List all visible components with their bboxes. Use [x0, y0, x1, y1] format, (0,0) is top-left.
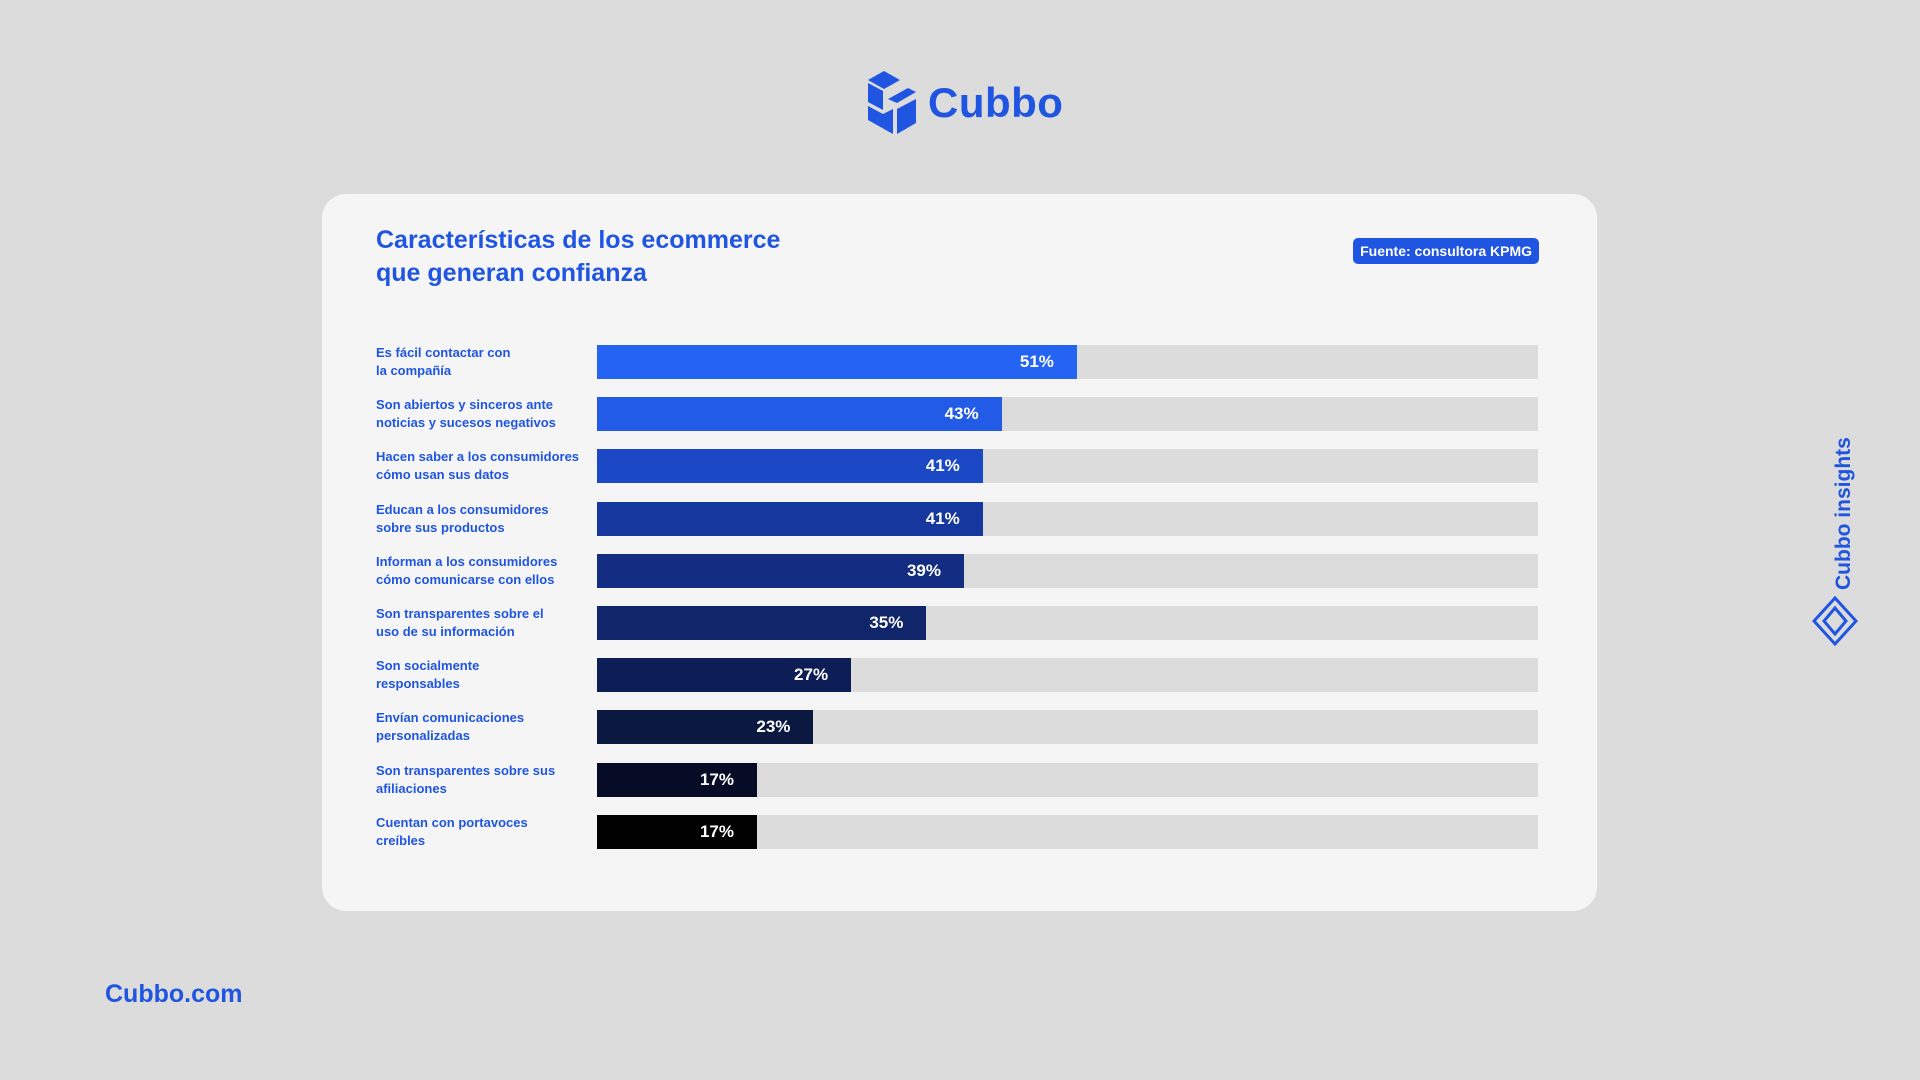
- category-label: Son transparentes sobre el uso de su info…: [376, 605, 592, 641]
- category-label-line: personalizadas: [376, 728, 470, 744]
- category-label-line: Son transparentes sobre el: [376, 606, 544, 621]
- category-label: Son transparentes sobre sus afiliaciones: [376, 762, 592, 798]
- category-label-line: noticias y sucesos negativos: [376, 415, 556, 431]
- chart-title: Características de los ecommerce que gen…: [376, 224, 876, 290]
- category-label-line: Cuentan con portavoces: [376, 814, 528, 830]
- bar: 23%: [597, 710, 814, 745]
- bar: 17%: [597, 814, 757, 849]
- value-label: 23%: [756, 717, 791, 737]
- bar-track: 43%: [597, 397, 1538, 432]
- website-link[interactable]: Cubbo.com: [105, 980, 243, 1008]
- bar-row: Son abiertos y sinceros ante noticias y s…: [376, 396, 1546, 432]
- category-label: Son abiertos y sinceros ante noticias y s…: [376, 396, 592, 432]
- value-label: 17%: [699, 769, 734, 789]
- bar: 41%: [597, 449, 983, 484]
- chart-title-line: Características de los ecommerce: [376, 226, 781, 254]
- bar-track: 23%: [597, 710, 1538, 745]
- chart-card: Características de los ecommerce que gen…: [322, 194, 1597, 911]
- bar-row: Son transparentes sobre el uso de su info…: [376, 606, 1546, 640]
- bar-track: 17%: [597, 762, 1538, 797]
- bar-row: Envían comunicaciones personalizadas 23%: [376, 709, 1546, 745]
- category-label: Son socialmente responsables: [376, 657, 592, 693]
- side-brand-label: Cubbo insights: [1832, 437, 1855, 590]
- category-label-line: sobre sus productos: [376, 519, 505, 535]
- category-label-line: creíbles: [376, 832, 426, 848]
- category-label-line: responsables: [376, 676, 460, 692]
- bar: 27%: [597, 658, 852, 693]
- category-label-line: Son transparentes sobre sus: [376, 762, 556, 778]
- bar-track: 41%: [597, 501, 1538, 536]
- category-label: Hacen saber a los consumidores cómo usan …: [376, 448, 592, 484]
- category-label: Cuentan con portavoces creíbles: [376, 814, 592, 850]
- category-label-line: afiliaciones: [376, 780, 447, 796]
- bar-track: 41%: [597, 449, 1538, 484]
- value-label: 17%: [699, 821, 734, 841]
- side-brand: Cubbo insights: [1812, 432, 1866, 652]
- category-label-line: cómo usan sus datos: [376, 467, 509, 483]
- value-label: 39%: [906, 560, 941, 580]
- category-label-line: Envían comunicaciones: [376, 710, 525, 726]
- value-label: 27%: [794, 665, 829, 685]
- category-label: Envían comunicaciones personalizadas: [376, 709, 592, 745]
- category-label-line: uso de su información: [376, 624, 515, 639]
- value-label: 43%: [944, 404, 979, 424]
- bar-track: 35%: [597, 606, 1538, 640]
- category-label: Educan a los consumidores sobre sus produ…: [376, 501, 592, 537]
- bar: 41%: [597, 501, 983, 536]
- bar: 51%: [597, 345, 1077, 379]
- value-label: 35%: [869, 613, 904, 632]
- bar-track: 17%: [597, 814, 1538, 849]
- bar: 43%: [597, 397, 1002, 432]
- brand-logo: Cubbo: [866, 70, 1063, 136]
- category-label-line: Son socialmente: [376, 658, 480, 674]
- category-label: Informan a los consumidores cómo comunica…: [376, 553, 592, 589]
- category-label-line: la compañía: [376, 363, 452, 378]
- category-label-line: Educan a los consumidores: [376, 501, 549, 517]
- value-label: 51%: [1019, 352, 1054, 371]
- bar-chart: Es fácil contactar con la compañía 51% Son …: [376, 194, 1546, 911]
- bar-row: Es fácil contactar con la compañía 51%: [376, 345, 1546, 379]
- bar-row: Educan a los consumidores sobre sus produ…: [376, 501, 1546, 537]
- category-label: Es fácil contactar con la compañía: [376, 344, 592, 380]
- bar-row: Son socialmente responsables 27%: [376, 657, 1546, 693]
- chart-title-line: que generan confianza: [376, 259, 647, 287]
- bar-row: Cuentan con portavoces creíbles 17%: [376, 814, 1546, 850]
- bar: 39%: [597, 553, 964, 588]
- bar: 35%: [597, 606, 927, 640]
- category-label-line: Informan a los consumidores: [376, 553, 558, 569]
- bar-track: 51%: [597, 345, 1538, 379]
- category-label-line: cómo comunicarse con ellos: [376, 571, 555, 587]
- value-label: 41%: [925, 508, 960, 528]
- diamond-icon: [1812, 596, 1858, 646]
- bar-row: Son transparentes sobre sus afiliaciones 1…: [376, 762, 1546, 798]
- value-label: 41%: [925, 456, 960, 476]
- source-badge: Fuente: consultora KPMG: [1353, 238, 1539, 264]
- bar-row: Informan a los consumidores cómo comunica…: [376, 553, 1546, 589]
- cube-icon: [868, 71, 916, 134]
- category-label-line: Es fácil contactar con: [376, 345, 511, 360]
- bar: 17%: [597, 762, 757, 797]
- brand-name: Cubbo: [928, 79, 1064, 126]
- bar-track: 27%: [597, 658, 1538, 693]
- category-label-line: Hacen saber a los consumidores: [376, 449, 580, 465]
- bar-track: 39%: [597, 553, 1538, 588]
- bar-row: Hacen saber a los consumidores cómo usan …: [376, 448, 1546, 484]
- category-label-line: Son abiertos y sinceros ante: [376, 397, 554, 413]
